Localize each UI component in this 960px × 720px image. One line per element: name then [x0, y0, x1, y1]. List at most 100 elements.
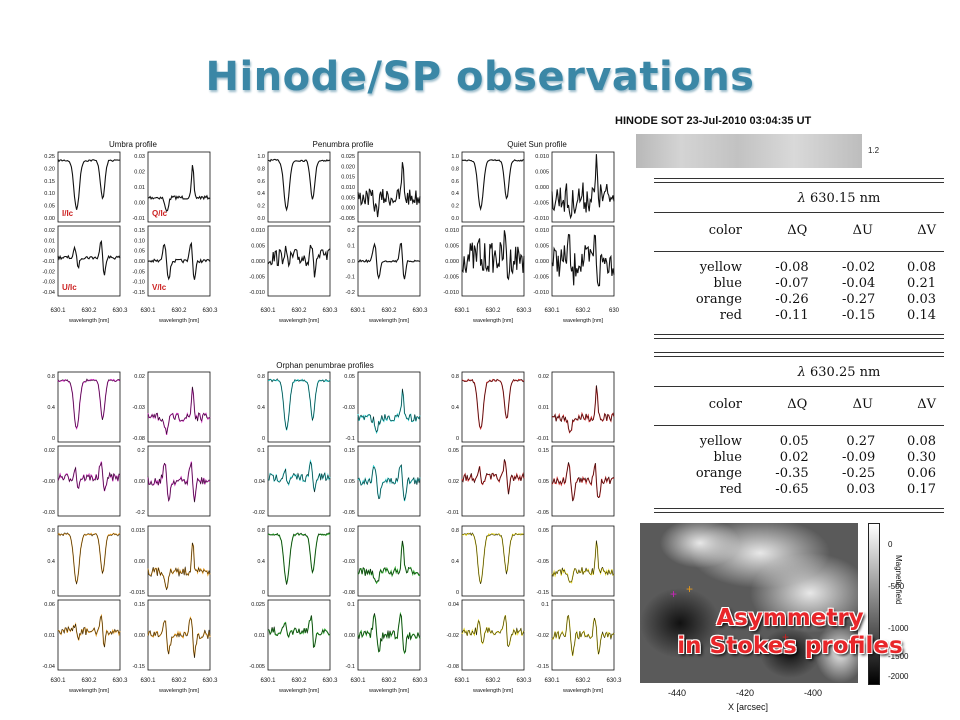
- profile-line: [57, 378, 121, 430]
- y-tick-label: 0.025: [341, 154, 355, 160]
- colorbar: [868, 523, 880, 685]
- y-tick-label: 0.4: [257, 191, 265, 197]
- plot-panel: [267, 445, 331, 517]
- plot-panel: [461, 151, 525, 223]
- plot-panel: [267, 151, 331, 223]
- x-tick-label: 630.2: [381, 308, 397, 314]
- table-cell: -0.07: [775, 276, 809, 291]
- plot-panel: [357, 445, 421, 517]
- plot-panel: [461, 371, 525, 443]
- y-tick-label: -0.01: [42, 259, 55, 265]
- panel-frame: [357, 525, 421, 597]
- strip-tick-label: 1.2: [868, 146, 880, 155]
- table-cell: 0.05: [779, 434, 809, 449]
- y-tick-label: 0.15: [44, 179, 55, 185]
- plot-panel: [267, 599, 331, 671]
- panel-frame: [551, 599, 615, 671]
- plot-panel: [551, 599, 615, 671]
- row-color-label: yellow: [699, 434, 742, 449]
- y-tick-label: 0.000: [445, 259, 459, 265]
- overlay-line-1: Asymmetry: [716, 605, 864, 631]
- stokes-label: U/Ic: [62, 283, 77, 292]
- y-tick-label: -0.02: [446, 633, 459, 639]
- panel-frame: [57, 445, 121, 517]
- x-tick-label: 630.1: [544, 308, 560, 314]
- table-cell: 0.06: [907, 466, 936, 481]
- y-tick-label: 0.03: [134, 154, 145, 160]
- profile-fit-line: [57, 378, 121, 428]
- plot-panel: [357, 599, 421, 671]
- panel-frame: [551, 525, 615, 597]
- plot-panel: [57, 445, 121, 517]
- y-tick-label: 0.4: [451, 405, 459, 411]
- x-tick-label: 630.1: [50, 308, 66, 314]
- row-color-label: yellow: [699, 260, 742, 275]
- colorbar-tick: 0: [888, 540, 893, 549]
- x-axis-label: wavelength [nm]: [68, 688, 110, 694]
- table-cell: -0.09: [841, 450, 876, 465]
- profile-fit-line: [357, 388, 421, 433]
- y-tick-label: 0.00: [44, 216, 55, 222]
- y-tick-label: 0.4: [47, 405, 55, 411]
- plot-panel: [461, 525, 525, 597]
- profile-line: [147, 165, 211, 212]
- y-tick-label: 0.02: [344, 528, 355, 534]
- table-cell: 0.27: [846, 434, 876, 449]
- row-color-label: blue: [713, 276, 742, 291]
- plot-panel: [551, 225, 615, 297]
- y-tick-label: 0.02: [44, 228, 55, 234]
- x-tick-label: 630.1: [350, 308, 366, 314]
- y-tick-label: 0.4: [451, 191, 459, 197]
- y-tick-label: 0.15: [134, 602, 145, 608]
- panel-frame: [147, 151, 211, 223]
- y-tick-label: 0.05: [44, 204, 55, 210]
- y-tick-label: 0.01: [44, 238, 55, 244]
- y-tick-label: -0.010: [533, 290, 549, 296]
- table-cell: -0.65: [775, 482, 809, 497]
- y-tick-label: 0.010: [341, 185, 355, 191]
- y-tick-label: -0.010: [249, 290, 265, 296]
- y-tick-label: 0.015: [131, 528, 145, 534]
- plot-panel: [461, 225, 525, 297]
- panel-frame: [461, 371, 525, 443]
- profile-fit-line: [461, 614, 525, 648]
- x-tick-label: 630.1: [260, 308, 276, 314]
- y-tick-label: 0.05: [448, 448, 459, 454]
- panel-frame: [57, 371, 121, 443]
- profile-line: [551, 154, 615, 220]
- plot-panel: [267, 225, 331, 297]
- panel-frame: [57, 599, 121, 671]
- y-tick-label: -0.02: [42, 269, 55, 275]
- y-tick-label: 0.20: [44, 166, 55, 172]
- y-tick-label: -0.03: [132, 405, 145, 411]
- plot-panel: [267, 371, 331, 443]
- row-color-label: orange: [695, 466, 742, 481]
- x-axis-label: wavelength [nm]: [158, 318, 200, 324]
- y-tick-label: 0.6: [257, 179, 265, 185]
- profile-fit-line: [147, 542, 211, 590]
- y-tick-label: -0.02: [252, 510, 265, 516]
- y-tick-label: -0.15: [536, 664, 549, 670]
- y-tick-label: -0.00: [42, 479, 55, 485]
- y-tick-label: 0.04: [254, 479, 265, 485]
- profile-fit-line: [147, 617, 211, 658]
- y-tick-label: -0.05: [342, 510, 355, 516]
- plot-panel: [147, 225, 211, 297]
- asymmetry-table-630-25: λ 630.25 nm color ΔQ ΔU ΔV yellow 0.05 0.2…: [654, 352, 944, 513]
- y-tick-label: -0.015: [129, 590, 145, 596]
- table-cell: -0.08: [775, 260, 809, 275]
- table-row: yellow 0.05 0.27 0.08: [654, 434, 944, 450]
- y-tick-label: -0.05: [536, 510, 549, 516]
- plot-panel: [147, 525, 211, 597]
- table-row: red -0.11 -0.15 0.14: [654, 308, 944, 324]
- y-tick-label: -0.005: [443, 275, 459, 281]
- y-tick-label: 0.02: [448, 479, 459, 485]
- x-tick-label: 630.1: [50, 678, 66, 684]
- y-tick-label: 0.8: [47, 374, 55, 380]
- panel-frame: [57, 525, 121, 597]
- plot-panel: [357, 525, 421, 597]
- y-tick-label: 0.05: [344, 479, 355, 485]
- y-tick-label: 0.1: [541, 602, 549, 608]
- profile-fit-line: [357, 540, 421, 583]
- y-tick-label: -0.2: [136, 510, 145, 516]
